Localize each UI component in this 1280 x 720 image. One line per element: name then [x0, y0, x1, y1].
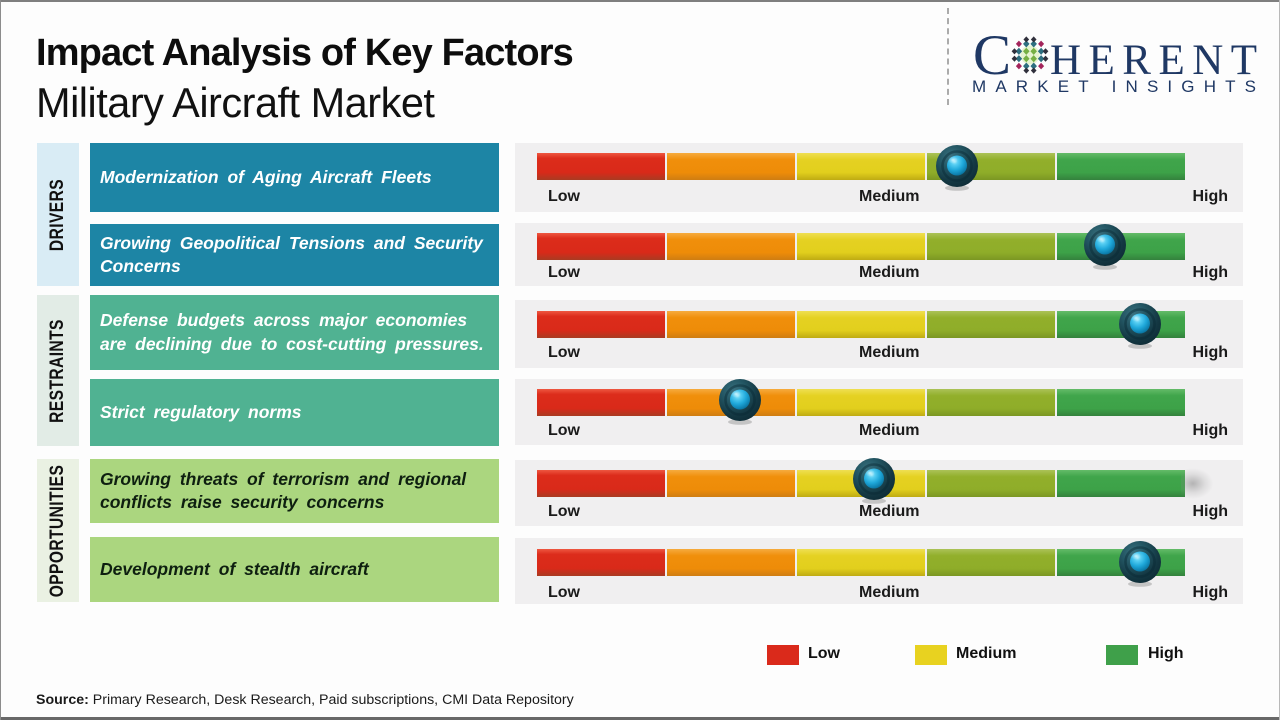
- svg-text:C: C: [973, 24, 1011, 87]
- svg-text:MARKET INSIGHTS: MARKET INSIGHTS: [972, 77, 1256, 96]
